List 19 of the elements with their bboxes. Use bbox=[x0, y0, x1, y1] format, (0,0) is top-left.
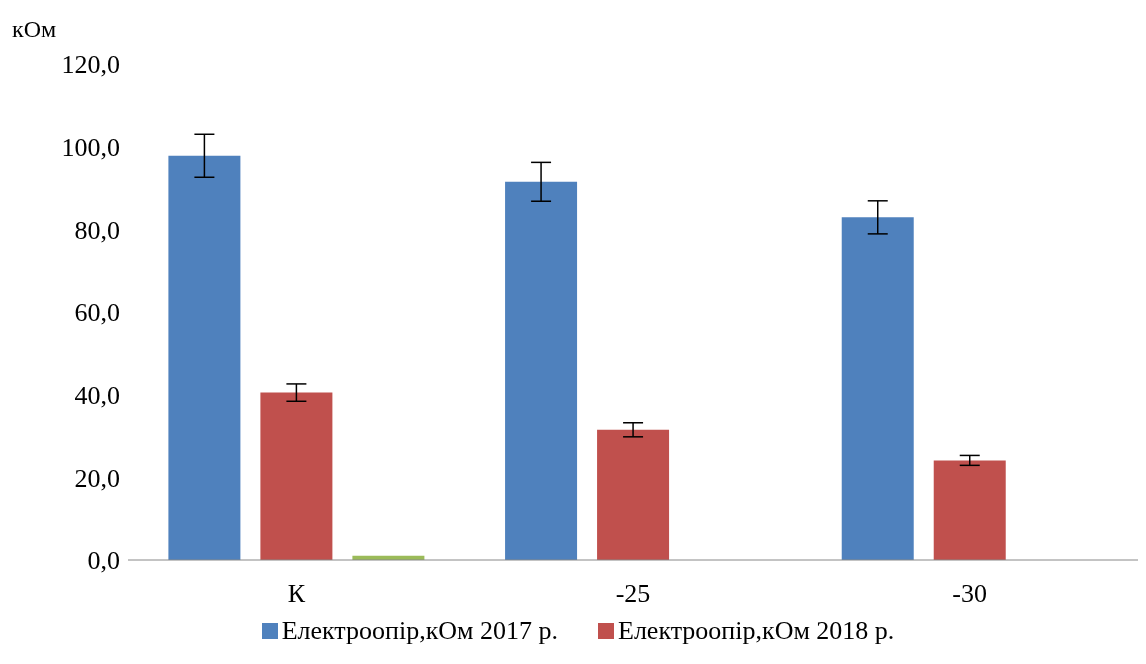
y-tick-label: 120,0 bbox=[61, 50, 120, 80]
bar bbox=[597, 429, 670, 560]
y-tick-label: 80,0 bbox=[74, 215, 120, 245]
bar bbox=[841, 217, 914, 560]
legend-label: Електроопір,кОм 2017 р. bbox=[280, 616, 558, 646]
legend-label: Електроопір,кОм 2018 р. bbox=[617, 616, 895, 646]
y-tick-label: 0,0 bbox=[87, 546, 120, 576]
bar bbox=[260, 392, 333, 560]
y-tick-label: 60,0 bbox=[74, 298, 120, 328]
bar bbox=[933, 460, 1006, 560]
x-tick-label: К bbox=[287, 579, 306, 609]
bar bbox=[168, 155, 241, 560]
x-tick-label: -30 bbox=[952, 579, 987, 609]
y-tick-label: 100,0 bbox=[61, 132, 120, 162]
y-tick-label: 20,0 bbox=[74, 463, 120, 493]
y-tick-label: 40,0 bbox=[74, 380, 120, 410]
y-axis-title: кОм bbox=[12, 16, 57, 43]
x-tick-label: -25 bbox=[615, 579, 651, 609]
bar bbox=[505, 181, 578, 560]
